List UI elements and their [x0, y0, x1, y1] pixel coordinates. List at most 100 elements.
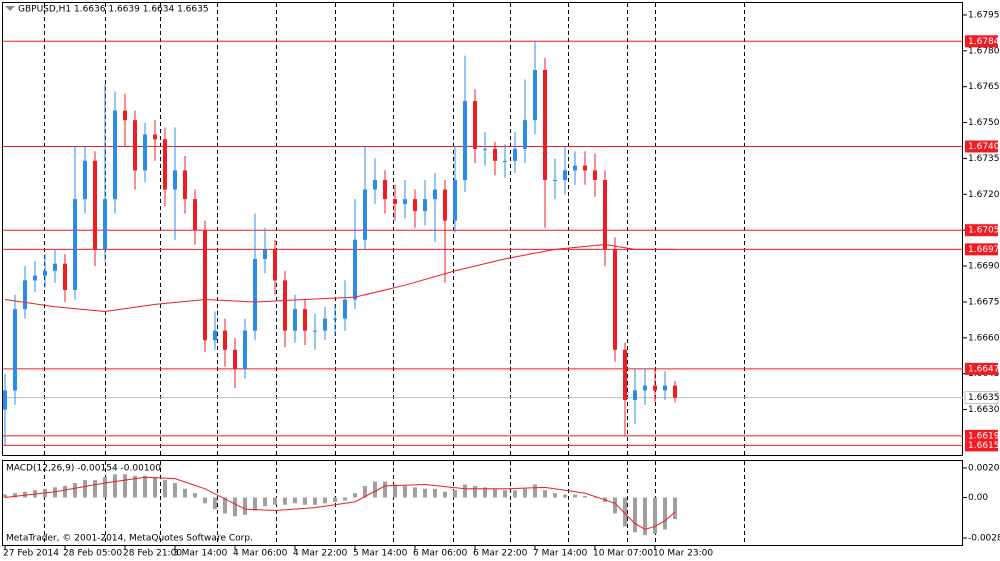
candle-body: [73, 199, 77, 290]
y-tick-label: 0.00204: [968, 463, 1000, 473]
current-price-box: [964, 391, 999, 405]
candle-body: [653, 385, 657, 391]
macd-bar: [3, 494, 7, 498]
macd-bar: [63, 485, 67, 498]
candle-body: [333, 318, 337, 320]
candle-body: [343, 299, 347, 319]
level-box: [965, 429, 998, 442]
candle-body: [633, 390, 637, 400]
candle-body: [3, 390, 7, 410]
macd-bar: [163, 480, 167, 498]
candle-body: [153, 134, 157, 140]
candle-body: [173, 170, 177, 190]
level-label: 1.6740: [968, 142, 1000, 152]
title-icon: [5, 6, 15, 11]
x-tick-label: 6 Mar 06:00: [413, 549, 468, 559]
y-tick-label: 1.6750: [968, 118, 1000, 128]
candle-body: [43, 270, 47, 276]
candle-body: [443, 189, 447, 221]
macd-bar: [83, 480, 87, 498]
macd-bar: [403, 485, 407, 498]
candle-body: [613, 249, 617, 350]
macd-bar: [533, 484, 537, 498]
macd-bar: [593, 497, 597, 498]
macd-bar: [263, 497, 267, 507]
candle-body: [383, 179, 387, 200]
macd-bar: [343, 497, 347, 501]
chart-title: GBPUSD,H1 1.6636 1.6639 1.6634 1.6635: [18, 5, 209, 15]
candle-body: [263, 249, 267, 259]
macd-bar: [253, 497, 257, 511]
macd-bar: [233, 497, 237, 517]
candle-body: [243, 330, 247, 369]
level-box: [965, 362, 998, 375]
y-tick-label: 1.6765: [968, 82, 1000, 92]
candle-body: [563, 170, 567, 180]
candle-body: [223, 330, 227, 350]
macd-bar: [493, 488, 497, 498]
macd-bar: [453, 490, 457, 498]
candle-body: [603, 179, 607, 250]
y-tick-label: 0.00: [968, 493, 988, 503]
candle-body: [523, 120, 527, 149]
candle-body: [83, 160, 87, 200]
candle-body: [373, 179, 377, 190]
candle-body: [663, 385, 667, 391]
macd-bar: [53, 487, 57, 498]
candle-body: [253, 258, 257, 331]
macd-bar: [203, 497, 207, 504]
candle-body: [513, 148, 517, 161]
candle-body: [623, 349, 627, 400]
macd-panel: [2, 460, 963, 546]
macd-bar: [623, 497, 627, 527]
macd-bar: [363, 485, 367, 498]
macd-bar: [663, 497, 667, 530]
macd-bar: [373, 481, 377, 498]
x-tick-label: 5 Mar 14:00: [353, 549, 408, 559]
y-tick-label: 1.6735: [968, 154, 1000, 164]
x-tick-label: 27 Feb 2014: [3, 549, 59, 559]
macd-bar: [543, 490, 547, 498]
candle-body: [23, 280, 27, 310]
x-tick-label: 4 Mar 06:00: [233, 549, 288, 559]
candle-body: [503, 160, 507, 162]
level-box: [965, 140, 998, 153]
candle-body: [183, 170, 187, 200]
candle-body: [673, 385, 677, 398]
macd-bar: [653, 497, 657, 534]
macd-bar: [463, 484, 467, 498]
candle-body: [583, 165, 587, 171]
macd-bar: [613, 497, 617, 514]
candle-body: [113, 110, 117, 200]
candle-body: [403, 199, 407, 204]
macd-bar: [273, 497, 277, 505]
signal-line: [4, 476, 676, 530]
level-label: 1.6705: [968, 226, 1000, 236]
candle-body: [353, 239, 357, 300]
x-tick-label: 10 Mar 23:00: [653, 549, 713, 559]
candle-body: [63, 263, 67, 290]
moving-average: [4, 244, 675, 313]
y-tick-label: 1.6690: [968, 262, 1000, 272]
macd-bar: [13, 493, 17, 498]
candle-body: [543, 69, 547, 180]
candle-body: [53, 263, 57, 271]
candle-body: [423, 199, 427, 212]
level-label: 1.6697: [968, 245, 1000, 255]
candle-body: [393, 199, 397, 204]
x-tick-label: 6 Mar 22:00: [473, 549, 528, 559]
candle-body: [303, 309, 307, 331]
candle-body: [643, 385, 647, 391]
main-panel: [2, 2, 963, 456]
macd-bar: [413, 487, 417, 498]
y-tick-label: 1.6660: [968, 333, 1000, 343]
candle-body: [273, 249, 277, 281]
x-tick-label: 7 Mar 14:00: [533, 549, 588, 559]
candle-body: [13, 309, 17, 391]
y-tick-label: 1.6720: [968, 190, 1000, 200]
y-tick-label: 1.6675: [968, 297, 1000, 307]
macd-bar: [193, 493, 197, 498]
macd-bar: [93, 480, 97, 498]
candle-body: [213, 330, 217, 341]
